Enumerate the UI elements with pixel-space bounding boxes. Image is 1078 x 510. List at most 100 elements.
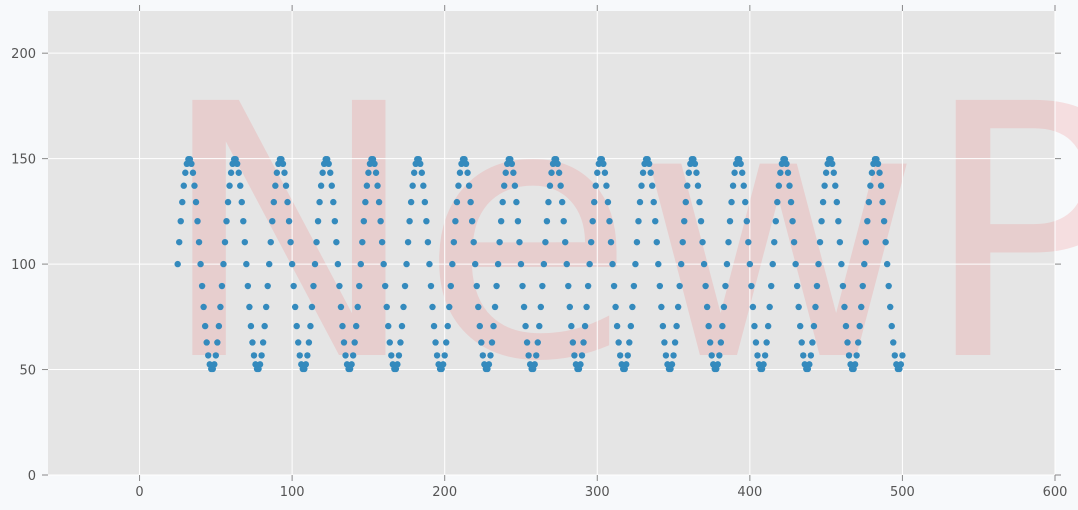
data-point <box>560 218 567 225</box>
data-point <box>333 238 340 246</box>
data-point <box>247 322 255 330</box>
data-point <box>681 218 688 225</box>
data-point <box>479 352 487 359</box>
data-point <box>548 169 555 176</box>
data-point <box>453 198 461 206</box>
data-point <box>531 361 538 368</box>
data-point <box>792 260 799 268</box>
data-point <box>432 339 439 346</box>
data-point <box>520 303 528 311</box>
data-point <box>194 218 201 225</box>
data-point <box>716 352 723 359</box>
data-point <box>763 339 770 346</box>
data-point <box>336 282 343 290</box>
data-point <box>381 282 389 290</box>
data-point <box>267 238 274 246</box>
data-point <box>514 218 522 225</box>
data-point <box>388 352 395 359</box>
data-point <box>719 322 726 330</box>
data-point <box>296 352 303 359</box>
data-point <box>879 198 886 206</box>
data-point <box>211 361 218 368</box>
data-point <box>334 260 342 268</box>
data-point <box>317 182 325 189</box>
data-point <box>455 182 462 189</box>
data-point <box>854 339 862 346</box>
data-points <box>174 156 906 373</box>
data-point <box>729 182 737 189</box>
data-point <box>235 169 242 176</box>
data-point <box>578 352 586 359</box>
data-point <box>891 352 898 359</box>
data-point <box>417 160 424 167</box>
data-point <box>374 182 381 189</box>
data-point <box>191 182 198 189</box>
data-point <box>282 182 290 189</box>
data-point <box>670 352 677 359</box>
data-point <box>217 303 224 311</box>
data-point <box>476 322 483 330</box>
data-point <box>655 260 662 268</box>
x-tick-label: 0 <box>135 485 143 500</box>
data-point <box>705 322 712 330</box>
data-point <box>749 303 757 311</box>
data-point <box>244 282 252 290</box>
data-point <box>616 352 624 359</box>
data-point <box>580 339 587 346</box>
data-point <box>816 238 824 246</box>
data-point <box>771 238 778 246</box>
y-tick-label: 50 <box>19 364 36 379</box>
data-point <box>743 218 750 225</box>
data-point <box>398 322 406 330</box>
data-point <box>353 322 360 330</box>
data-point <box>227 169 235 176</box>
data-point <box>447 282 454 290</box>
data-point <box>581 322 589 330</box>
data-point <box>652 218 659 225</box>
data-point <box>397 339 404 346</box>
data-point <box>226 182 233 189</box>
data-point <box>197 260 204 268</box>
data-point <box>293 322 300 330</box>
data-point <box>496 238 503 246</box>
data-point <box>797 322 804 330</box>
data-point <box>488 339 496 346</box>
data-point <box>319 169 326 176</box>
data-point <box>606 218 613 225</box>
data-point <box>465 182 473 189</box>
data-point <box>475 303 482 311</box>
data-point <box>362 198 369 206</box>
data-point <box>351 339 358 346</box>
data-point <box>262 303 270 311</box>
data-point <box>485 361 493 368</box>
x-tick-labels: 0 100 200 300 400 500 600 <box>135 485 1067 500</box>
data-point <box>662 352 670 359</box>
data-point <box>748 282 755 290</box>
data-point <box>673 322 680 330</box>
data-point <box>832 182 839 189</box>
data-point <box>754 352 761 359</box>
data-point <box>195 238 203 246</box>
data-point <box>569 339 577 346</box>
data-point <box>864 218 871 225</box>
data-point <box>658 303 665 311</box>
data-point <box>494 260 502 268</box>
data-point <box>607 238 615 246</box>
data-point <box>375 198 383 206</box>
data-point <box>859 282 866 290</box>
data-point <box>429 303 436 311</box>
data-point <box>179 198 186 206</box>
data-point <box>365 169 372 176</box>
data-point <box>856 322 863 330</box>
data-point <box>882 238 889 246</box>
data-point <box>410 169 418 176</box>
data-point <box>587 238 595 246</box>
data-point <box>565 282 572 290</box>
data-point <box>838 260 845 268</box>
data-point <box>813 282 821 290</box>
data-point <box>584 282 592 290</box>
data-point <box>601 169 609 176</box>
data-point <box>830 169 837 176</box>
data-point <box>281 169 288 176</box>
data-point <box>328 182 335 189</box>
